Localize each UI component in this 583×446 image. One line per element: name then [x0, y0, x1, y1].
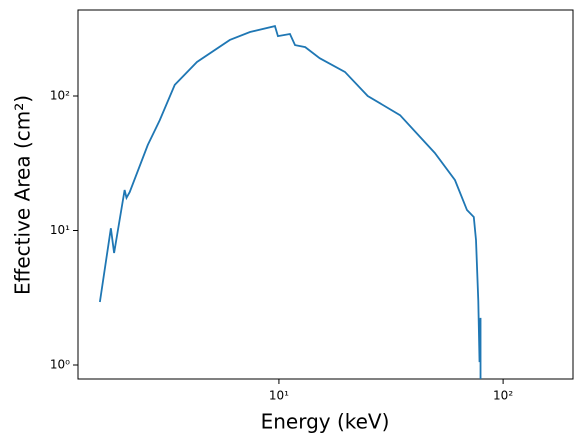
- y-tick-label: 10⁰: [50, 358, 70, 372]
- plot-frame: [77, 9, 574, 380]
- data-line: [98, 25, 482, 379]
- y-tick-label: 10²: [50, 89, 70, 103]
- y-axis-label: Effective Area (cm²): [11, 95, 35, 295]
- x-axis-label: Energy (keV): [261, 410, 390, 434]
- y-tick-label: 10¹: [50, 223, 70, 237]
- plot-area: [98, 25, 482, 379]
- x-tick-label: 10¹: [269, 389, 289, 403]
- x-tick-label: 10²: [493, 389, 513, 403]
